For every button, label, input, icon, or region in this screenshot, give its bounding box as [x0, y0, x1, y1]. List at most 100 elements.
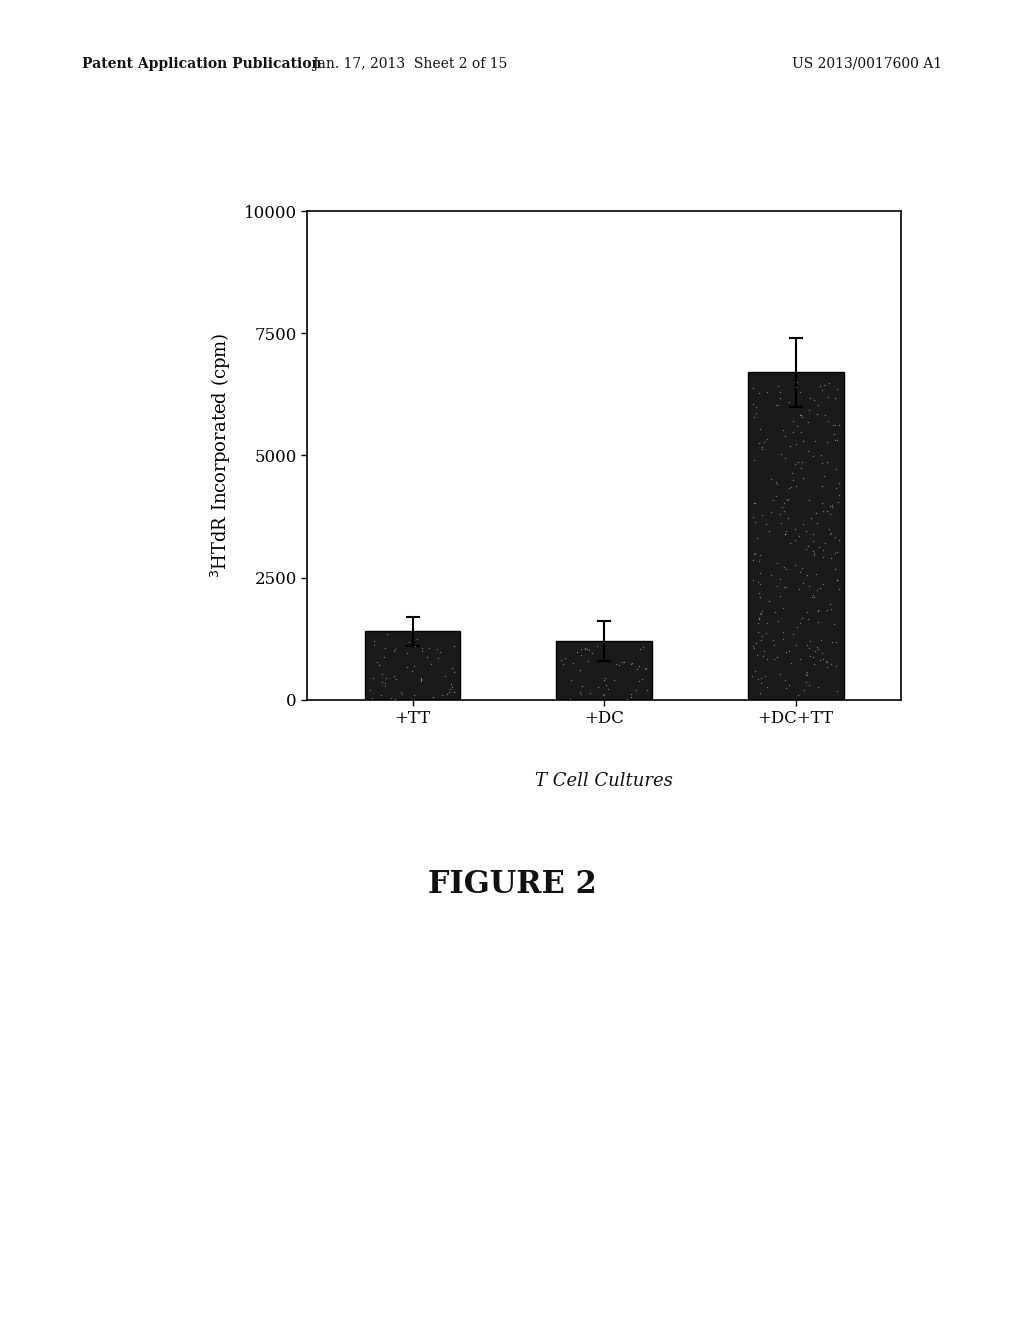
- Point: [758, 513, 774, 535]
- Point: [806, 545, 822, 566]
- Point: [748, 661, 764, 682]
- Point: [753, 603, 769, 624]
- Point: [772, 381, 788, 403]
- Point: [748, 543, 764, 564]
- Point: [775, 420, 792, 441]
- Point: [746, 492, 763, 513]
- Point: [776, 523, 793, 544]
- Point: [750, 612, 766, 634]
- Point: [415, 638, 431, 659]
- Point: [436, 665, 453, 686]
- Point: [825, 614, 842, 635]
- Point: [830, 414, 847, 436]
- Point: [809, 579, 825, 601]
- Point: [822, 523, 839, 544]
- Point: [798, 671, 814, 692]
- Point: [445, 681, 462, 702]
- Point: [365, 668, 381, 689]
- Point: [795, 451, 811, 473]
- Point: [765, 635, 781, 656]
- Point: [413, 668, 429, 689]
- Point: [749, 644, 765, 665]
- Point: [768, 474, 784, 495]
- Point: [799, 664, 815, 685]
- Point: [445, 661, 462, 682]
- Point: [792, 405, 808, 426]
- Point: [786, 519, 803, 540]
- Point: [794, 557, 810, 578]
- Point: [756, 640, 772, 661]
- Point: [780, 508, 797, 529]
- Point: [374, 663, 390, 684]
- Point: [813, 630, 829, 651]
- Point: [826, 527, 843, 548]
- Point: [786, 454, 803, 475]
- Point: [787, 554, 804, 576]
- Point: [572, 660, 589, 681]
- Point: [553, 649, 569, 671]
- Point: [745, 492, 762, 513]
- Point: [807, 640, 823, 661]
- Point: [765, 630, 781, 651]
- Point: [414, 671, 430, 692]
- Point: [800, 609, 816, 630]
- Point: [755, 645, 771, 667]
- Text: FIGURE 2: FIGURE 2: [428, 869, 596, 900]
- Point: [764, 490, 780, 511]
- Point: [800, 441, 816, 462]
- Point: [377, 638, 393, 659]
- Point: [801, 576, 817, 597]
- Point: [792, 561, 808, 582]
- Point: [815, 500, 831, 521]
- Point: [748, 397, 764, 418]
- Point: [767, 395, 783, 416]
- Point: [744, 549, 761, 570]
- Point: [752, 562, 768, 583]
- Point: [790, 372, 806, 393]
- Point: [805, 585, 821, 606]
- Point: [774, 598, 791, 619]
- Point: [792, 525, 808, 546]
- Point: [634, 668, 650, 689]
- Point: [746, 511, 763, 532]
- Point: [369, 652, 385, 673]
- Point: [816, 375, 833, 396]
- Point: [443, 675, 460, 696]
- Point: [815, 574, 831, 595]
- Point: [753, 673, 769, 694]
- Point: [413, 668, 429, 689]
- Point: [809, 403, 825, 424]
- Point: [806, 543, 822, 564]
- Point: [754, 668, 770, 689]
- Point: [378, 667, 394, 688]
- Point: [590, 676, 606, 697]
- Point: [407, 655, 423, 676]
- Point: [798, 539, 814, 560]
- Point: [745, 569, 762, 590]
- Point: [759, 428, 775, 449]
- Point: [623, 684, 639, 705]
- Point: [374, 671, 390, 692]
- Point: [744, 507, 761, 528]
- Point: [814, 492, 830, 513]
- Point: [376, 647, 392, 668]
- Point: [364, 688, 380, 709]
- Point: [826, 422, 843, 444]
- Point: [826, 388, 843, 409]
- Point: [829, 491, 846, 512]
- Point: [441, 678, 458, 700]
- Point: [628, 678, 644, 700]
- Point: [828, 430, 845, 451]
- Point: [811, 578, 827, 599]
- Point: [444, 676, 461, 697]
- Point: [801, 400, 817, 421]
- Point: [816, 404, 833, 425]
- Point: [744, 378, 761, 399]
- Point: [776, 669, 793, 690]
- Point: [793, 404, 809, 425]
- Point: [799, 661, 815, 682]
- Point: [804, 587, 820, 609]
- Point: [830, 473, 847, 494]
- Point: [784, 411, 801, 432]
- Point: [752, 573, 768, 594]
